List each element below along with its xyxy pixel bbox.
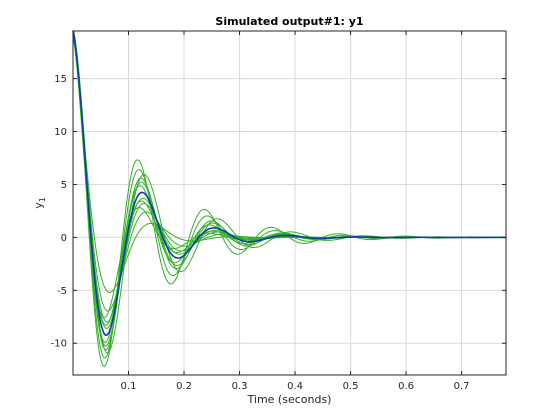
y-tick-label: 10 [54, 127, 67, 138]
chart-title: Simulated output#1: y1 [215, 15, 363, 28]
x-tick-label: 0.3 [232, 381, 248, 392]
x-tick-label: 0.4 [287, 381, 303, 392]
plot-frame [72, 30, 507, 376]
grid-lines [73, 31, 506, 375]
series-lines [72, 30, 507, 368]
y-axis-label-subscript: 1 [38, 197, 47, 202]
x-tick-label: 0.5 [343, 381, 359, 392]
y-axis-label: y1 [32, 197, 47, 209]
nominal-response-line [72, 30, 506, 337]
y-tick-label: 5 [61, 180, 67, 191]
y-tick-label: 0 [61, 233, 67, 244]
x-tick-label: 0.2 [176, 381, 192, 392]
y-tick-label: -5 [57, 286, 67, 297]
y-tick-label: 15 [54, 74, 67, 85]
x-axis-label: Time (seconds) [247, 393, 332, 406]
y-tick-label: -10 [51, 339, 67, 350]
axis-ticks: 0.1 0.2 0.3 0.4 0.5 0.6 0.7 -10 -5 0 5 10 15 [51, 31, 506, 392]
x-tick-label: 0.7 [454, 381, 470, 392]
x-tick-label: 0.1 [121, 381, 137, 392]
y-axis-label-main: y [32, 202, 45, 209]
x-tick-label: 0.6 [398, 381, 414, 392]
